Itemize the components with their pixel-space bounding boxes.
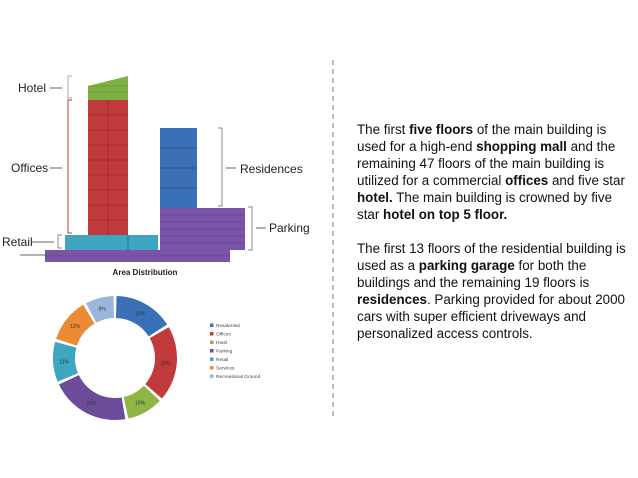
text-run: five floors bbox=[409, 122, 474, 137]
retail-block bbox=[65, 235, 158, 250]
donut-slice bbox=[56, 304, 95, 346]
label-retail: Retail bbox=[2, 235, 33, 249]
slice-label: 8% bbox=[98, 307, 106, 313]
legend-swatch bbox=[210, 323, 214, 327]
hotel-block bbox=[88, 76, 128, 100]
label-parking: Parking bbox=[269, 221, 310, 235]
text-run: parking garage bbox=[418, 258, 515, 273]
slice-label: 21% bbox=[86, 401, 97, 407]
donut-slice bbox=[85, 296, 115, 323]
donut-slice bbox=[123, 385, 160, 419]
donut-slice bbox=[145, 327, 177, 399]
offices-floors bbox=[88, 100, 128, 235]
text-run: offices bbox=[505, 173, 549, 188]
legend-label: Offices bbox=[216, 332, 231, 338]
text-run: The first bbox=[357, 122, 410, 137]
text-run: . Parking provided for about 2000 cars w… bbox=[357, 292, 625, 341]
slice-label: 12% bbox=[70, 324, 81, 330]
legend-swatch bbox=[210, 366, 214, 370]
label-offices: Offices bbox=[11, 161, 48, 175]
slice-label: 16% bbox=[135, 312, 146, 318]
donut-slice bbox=[58, 375, 126, 420]
chart-title: Area Distribution bbox=[113, 268, 178, 277]
legend-swatch bbox=[210, 332, 214, 336]
paragraph: The first 13 floors of the residential b… bbox=[357, 240, 635, 342]
legend-label: Recreational Ground bbox=[216, 374, 261, 380]
text-run: residences bbox=[357, 292, 427, 307]
legend-swatch bbox=[210, 349, 214, 353]
residences-floors bbox=[160, 147, 197, 189]
label-residences: Residences bbox=[240, 162, 303, 176]
legend-swatch bbox=[210, 340, 214, 344]
text-run: and five star bbox=[548, 173, 625, 188]
text-run: hotel. bbox=[357, 190, 393, 205]
hotel-floors bbox=[88, 85, 128, 93]
legend-label: Retail bbox=[216, 357, 228, 363]
legend-swatch bbox=[210, 374, 214, 378]
slice-label: 11% bbox=[59, 359, 69, 365]
donut-slice bbox=[115, 296, 168, 337]
text-run: for both the buildings and the remaining… bbox=[357, 258, 590, 290]
label-hotel: Hotel bbox=[18, 81, 46, 95]
description: The first five floors of the main buildi… bbox=[357, 121, 635, 359]
donut-slice bbox=[52, 341, 79, 382]
leader-lines bbox=[32, 87, 266, 243]
legend-label: Residential bbox=[216, 323, 240, 329]
legend-label: Services bbox=[216, 366, 235, 372]
text-run: The first 13 floors of the residential b… bbox=[357, 241, 626, 273]
slice-label: 10% bbox=[135, 400, 146, 406]
slice-label: 20% bbox=[161, 361, 172, 367]
paragraph: The first five floors of the main buildi… bbox=[357, 121, 635, 223]
brackets bbox=[57, 75, 253, 251]
legend-label: Hotel bbox=[216, 340, 227, 346]
parking-floors bbox=[45, 214, 245, 257]
text-run: of the main building is used for a high-… bbox=[357, 122, 607, 154]
text-run: and the remaining 47 floors of the main … bbox=[357, 139, 616, 188]
legend-swatch bbox=[210, 357, 214, 361]
legend-label: Parking bbox=[216, 349, 233, 355]
text-run: The main building is crowned by five sta… bbox=[357, 190, 613, 222]
text-run: shopping mall bbox=[476, 139, 567, 154]
text-run: hotel on top 5 floor. bbox=[383, 207, 508, 222]
